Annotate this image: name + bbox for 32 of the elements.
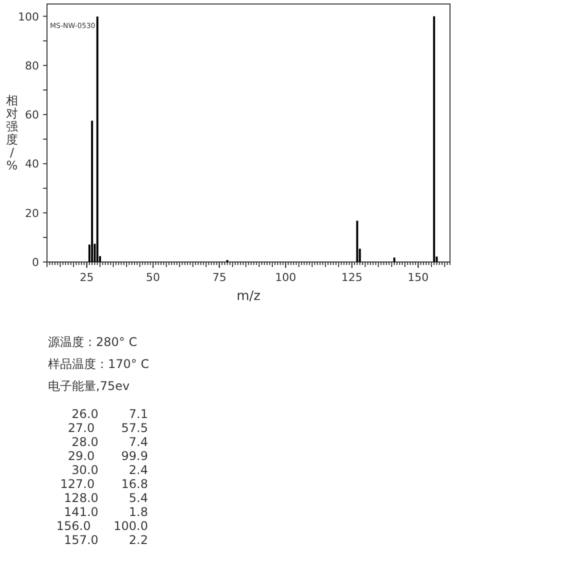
bar [356, 220, 358, 262]
y-tick-label: 20 [25, 206, 39, 220]
text: 源温度：280° C [48, 335, 138, 349]
x-tick-label: 75 [212, 271, 226, 284]
y-tick-label: 60 [25, 108, 39, 122]
bar [433, 16, 436, 262]
x-axis-title: m/z [236, 289, 261, 304]
text: 28.0 7.4 [72, 435, 148, 449]
text: 29.0 99.9 [68, 449, 148, 463]
y-axis-title: 相对强度/% [6, 94, 18, 172]
text: 157.0 2.2 [64, 533, 148, 547]
text: 127.0 16.8 [60, 477, 148, 491]
y-tick-label: 0 [32, 256, 39, 269]
text: 26.0 7.1 [72, 407, 148, 421]
y-tick-label: 80 [25, 59, 39, 72]
text: 128.0 5.4 [64, 491, 148, 505]
x-tick-label: 150 [408, 271, 429, 284]
text: 141.0 1.8 [64, 505, 148, 519]
x-tick-label: 25 [80, 271, 94, 284]
y-tick-label: 100 [18, 10, 39, 24]
bar [96, 16, 98, 262]
text: 156.0 100.0 [56, 519, 148, 533]
x-tick-label: 125 [341, 271, 362, 284]
text: 电子能量,75ev [48, 379, 130, 393]
x-tick-label: 100 [275, 271, 296, 284]
x-tick-label: 50 [146, 271, 160, 284]
text: 27.0 57.5 [68, 421, 148, 435]
bar [393, 258, 396, 262]
bar [91, 120, 94, 262]
y-tick-label: 40 [25, 158, 39, 171]
text: 30.0 2.4 [72, 463, 148, 477]
text: 样品温度：170° C [48, 357, 150, 371]
